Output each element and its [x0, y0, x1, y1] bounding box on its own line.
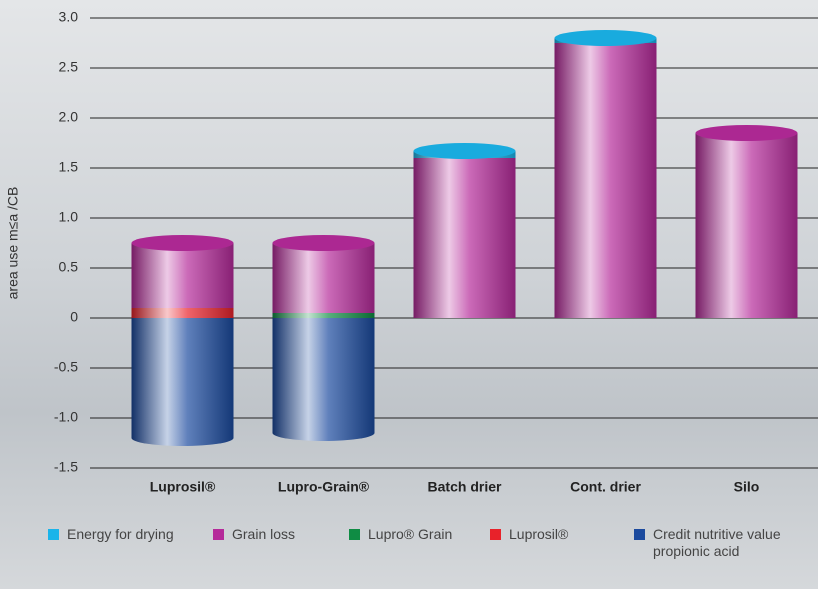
bar-segment [554, 43, 657, 318]
y-tick-label: 1.5 [59, 159, 79, 175]
legend-swatch [490, 529, 501, 540]
legend-label: Lupro® Grain [368, 526, 453, 542]
cylinder-top [554, 30, 657, 46]
y-axis-label: area use m≤a /CB [5, 187, 21, 300]
legend-swatch [349, 529, 360, 540]
x-tick-label: Silo [734, 479, 760, 495]
y-tick-label: -0.5 [54, 359, 78, 375]
legend-label: Luprosil® [509, 526, 569, 542]
legend-item: Luprosil® [490, 526, 568, 543]
y-tick-label: -1.0 [54, 409, 78, 425]
legend-swatch [213, 529, 224, 540]
legend-label: Grain loss [232, 526, 296, 542]
x-tick-label: Cont. drier [570, 479, 641, 495]
cylinder-bottom [131, 430, 234, 446]
legend-item: Lupro® Grain [349, 526, 452, 543]
bar-segment [272, 313, 375, 318]
bar-segment [695, 133, 798, 318]
cylinder-top [272, 235, 375, 251]
legend-label: Energy for drying [67, 526, 174, 542]
bar-segment [131, 243, 234, 308]
x-tick-label: Lupro-Grain® [278, 479, 370, 495]
cylinder-top [413, 143, 516, 159]
legend-label: Credit nutritive value propionic acid [653, 526, 781, 559]
y-tick-label: -1.5 [54, 459, 78, 475]
y-tick-label: 0.5 [59, 259, 79, 275]
legend: Energy for drying Grain loss Lupro® Grain L… [0, 526, 818, 589]
x-tick-label: Batch drier [428, 479, 502, 495]
y-tick-label: 1.0 [59, 209, 79, 225]
legend-swatch [48, 529, 59, 540]
bar-segment [131, 308, 234, 318]
legend-item: Energy for drying [48, 526, 174, 543]
cylinder-top [695, 125, 798, 141]
bar-segment [131, 318, 234, 438]
legend-item: Grain loss [213, 526, 295, 543]
y-tick-label: 3.0 [59, 9, 79, 25]
y-tick-label: 0 [70, 309, 78, 325]
cylinder-top [131, 235, 234, 251]
bar-segment [272, 243, 375, 313]
x-tick-label: Luprosil® [150, 479, 216, 495]
legend-item: Credit nutritive value propionic acid [634, 526, 818, 560]
legend-swatch [634, 529, 645, 540]
bar-segment [272, 318, 375, 433]
y-tick-label: 2.5 [59, 59, 79, 75]
bar-segment [413, 158, 516, 318]
cylinder-bottom [272, 425, 375, 441]
y-tick-label: 2.0 [59, 109, 79, 125]
